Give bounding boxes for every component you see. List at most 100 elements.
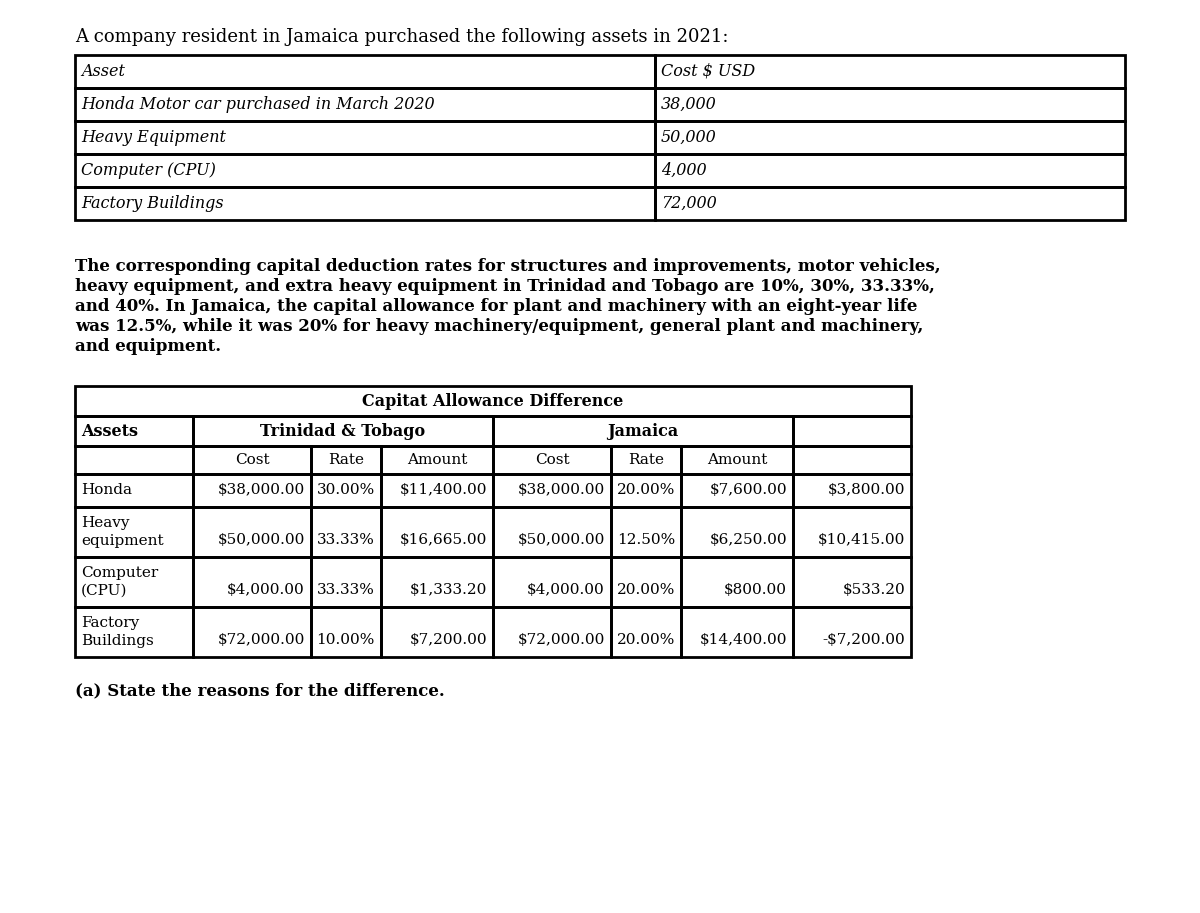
- Bar: [193, 607, 311, 657]
- Bar: [493, 416, 793, 446]
- Bar: [311, 607, 382, 657]
- Text: Honda Motor car purchased in March 2020: Honda Motor car purchased in March 2020: [82, 96, 434, 113]
- Bar: [74, 187, 655, 220]
- Text: $4,000.00: $4,000.00: [527, 583, 605, 597]
- Bar: [74, 154, 655, 187]
- Bar: [793, 607, 911, 657]
- Bar: [682, 607, 793, 657]
- Bar: [655, 187, 1126, 220]
- Text: 20.00%: 20.00%: [617, 583, 674, 597]
- Text: $7,200.00: $7,200.00: [409, 634, 487, 647]
- Bar: [382, 557, 493, 607]
- Bar: [74, 474, 193, 507]
- Text: $11,400.00: $11,400.00: [400, 484, 487, 498]
- Bar: [611, 557, 682, 607]
- Bar: [74, 88, 655, 121]
- Bar: [611, 474, 682, 507]
- Bar: [74, 121, 655, 154]
- Bar: [74, 446, 193, 474]
- Text: 30.00%: 30.00%: [317, 484, 374, 498]
- Bar: [611, 446, 682, 474]
- Bar: [311, 557, 382, 607]
- Bar: [493, 557, 611, 607]
- Text: $50,000.00: $50,000.00: [217, 533, 305, 548]
- Text: (CPU): (CPU): [82, 583, 127, 597]
- Text: Cost: Cost: [235, 453, 269, 467]
- Bar: [311, 446, 382, 474]
- Text: $38,000.00: $38,000.00: [517, 484, 605, 498]
- Text: and equipment.: and equipment.: [74, 338, 221, 355]
- Text: Amount: Amount: [407, 453, 467, 467]
- Bar: [311, 507, 382, 557]
- Text: was 12.5%, while it was 20% for heavy machinery/equipment, general plant and mac: was 12.5%, while it was 20% for heavy ma…: [74, 318, 923, 335]
- Text: $7,600.00: $7,600.00: [709, 484, 787, 498]
- Text: $38,000.00: $38,000.00: [217, 484, 305, 498]
- Text: Amount: Amount: [707, 453, 767, 467]
- Text: Factory: Factory: [82, 616, 139, 631]
- Bar: [382, 474, 493, 507]
- Bar: [193, 557, 311, 607]
- Bar: [793, 416, 911, 446]
- Text: Asset: Asset: [82, 63, 125, 80]
- Bar: [793, 446, 911, 474]
- Text: $4,000.00: $4,000.00: [227, 583, 305, 597]
- Text: 10.00%: 10.00%: [317, 634, 374, 647]
- Text: 72,000: 72,000: [661, 195, 716, 212]
- Bar: [611, 607, 682, 657]
- Bar: [655, 154, 1126, 187]
- Bar: [193, 507, 311, 557]
- Text: Factory Buildings: Factory Buildings: [82, 195, 223, 212]
- Bar: [193, 416, 493, 446]
- Text: $72,000.00: $72,000.00: [217, 634, 305, 647]
- Text: $800.00: $800.00: [724, 583, 787, 597]
- Text: Rate: Rate: [328, 453, 364, 467]
- Text: equipment: equipment: [82, 533, 163, 548]
- Text: $6,250.00: $6,250.00: [709, 533, 787, 548]
- Bar: [611, 507, 682, 557]
- Bar: [382, 507, 493, 557]
- Bar: [74, 557, 193, 607]
- Bar: [793, 507, 911, 557]
- Text: Jamaica: Jamaica: [607, 423, 679, 439]
- Text: Heavy: Heavy: [82, 517, 130, 530]
- Text: 20.00%: 20.00%: [617, 634, 674, 647]
- Bar: [193, 446, 311, 474]
- Text: 20.00%: 20.00%: [617, 484, 674, 498]
- Text: Assets: Assets: [82, 423, 138, 439]
- Text: (a) State the reasons for the difference.: (a) State the reasons for the difference…: [74, 682, 445, 699]
- Bar: [493, 446, 611, 474]
- Bar: [382, 607, 493, 657]
- Bar: [382, 446, 493, 474]
- Text: A company resident in Jamaica purchased the following assets in 2021:: A company resident in Jamaica purchased …: [74, 28, 728, 46]
- Bar: [193, 474, 311, 507]
- Text: Cost: Cost: [535, 453, 569, 467]
- Text: $16,665.00: $16,665.00: [400, 533, 487, 548]
- Bar: [793, 474, 911, 507]
- Text: $1,333.20: $1,333.20: [409, 583, 487, 597]
- Bar: [74, 55, 655, 88]
- Bar: [655, 88, 1126, 121]
- Text: -$7,200.00: -$7,200.00: [822, 634, 905, 647]
- Text: 33.33%: 33.33%: [317, 533, 374, 548]
- Bar: [74, 386, 911, 416]
- Bar: [493, 474, 611, 507]
- Text: and 40%. In Jamaica, the capital allowance for plant and machinery with an eight: and 40%. In Jamaica, the capital allowan…: [74, 298, 917, 315]
- Text: $10,415.00: $10,415.00: [817, 533, 905, 548]
- Text: heavy equipment, and extra heavy equipment in Trinidad and Tobago are 10%, 30%, : heavy equipment, and extra heavy equipme…: [74, 278, 935, 295]
- Bar: [655, 55, 1126, 88]
- Bar: [74, 507, 193, 557]
- Bar: [493, 607, 611, 657]
- Bar: [682, 507, 793, 557]
- Bar: [682, 446, 793, 474]
- Text: Capitat Allowance Difference: Capitat Allowance Difference: [362, 393, 624, 410]
- Text: 12.50%: 12.50%: [617, 533, 674, 548]
- Bar: [682, 557, 793, 607]
- Text: Computer (CPU): Computer (CPU): [82, 162, 216, 179]
- Bar: [74, 607, 193, 657]
- Text: Buildings: Buildings: [82, 634, 154, 647]
- Bar: [74, 416, 193, 446]
- Bar: [311, 474, 382, 507]
- Bar: [793, 557, 911, 607]
- Text: The corresponding capital deduction rates for structures and improvements, motor: The corresponding capital deduction rate…: [74, 258, 941, 275]
- Text: 38,000: 38,000: [661, 96, 716, 113]
